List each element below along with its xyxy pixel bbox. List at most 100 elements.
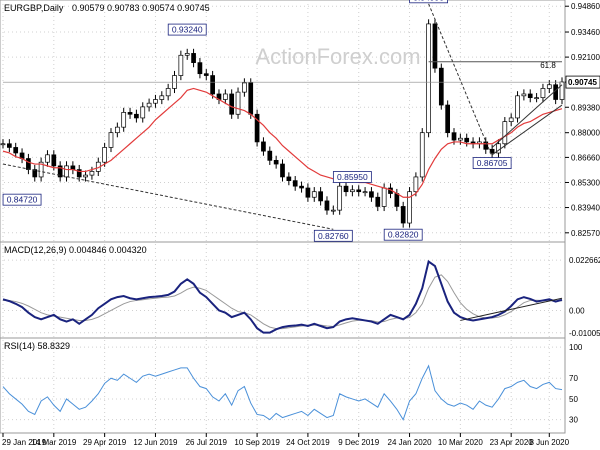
candle-body [121,112,127,128]
price-annotation: 0.82760 [313,229,353,242]
candle-body [102,147,107,163]
candle-body [515,95,520,119]
date-tick-label: 26 Jul 2019 [186,438,228,447]
candle-body [426,23,431,134]
candle-body [191,53,196,63]
macd-layer [2,259,563,334]
candle-body [197,62,203,75]
candle-body [292,180,298,187]
candle-body [546,84,552,89]
candle-body [83,174,88,178]
candle-body [489,148,495,154]
candle-body [375,196,381,207]
candle-body [134,113,139,119]
candle-body [534,97,539,100]
candle-body [330,209,336,212]
price-tick-label: 0.88000 [571,129,600,138]
annotation-label: 0.84720 [7,195,38,205]
price-tick-label: 0.92100 [571,53,600,62]
price-layer: 0.84720 0.93240 0.85950 0.82760 0.82820 0.949… [0,0,565,242]
candle-body [318,191,323,202]
candle-body [76,169,82,178]
candle-body [483,141,489,150]
price-panel-title: EURGBP,Daily [4,3,64,13]
price-annotation: 0.82820 [383,228,423,241]
ohlc-header: 0.90579 0.90783 0.90574 0.90745 [72,3,210,13]
candle-body [89,171,95,176]
last-price-label: 0.90745 [568,78,597,87]
date-tick-label: 9 Dec 2019 [338,438,379,447]
candle-body [324,200,330,211]
candle-body [108,132,114,148]
rsi-panel-frame [0,337,566,434]
candle-body [362,191,368,194]
candle-body [419,132,425,178]
candle-body [280,163,285,178]
fib-618-label: 61.8 [540,61,556,70]
rsi-tick-label: 100 [569,343,583,352]
candle-body [140,106,146,119]
candle-body [267,150,273,161]
candle-body [369,191,374,198]
candle-body [438,67,444,106]
date-tick-label: 14 Mar 2019 [31,438,76,447]
last-price-box [565,75,600,89]
candle-body [445,104,451,134]
candle-body [508,117,514,122]
candle-body [286,176,292,181]
rsi-tick-label: 50 [569,395,578,404]
annotation-box [383,228,423,241]
candle-body [273,160,279,165]
candle-body [13,147,19,154]
annotation-box [409,0,449,4]
candle-body [64,165,69,178]
rsi-line [2,364,563,421]
candle-body [356,189,362,193]
annotation-label: 0.94990 [413,0,444,2]
rsi-layer [2,364,563,421]
candle-body [38,161,44,178]
candle-body [127,112,133,115]
candle-body [521,93,527,97]
candle-body [210,75,215,95]
watermark: ActionForex.com [255,44,420,69]
rsi-panel-title: RSI(14) 58.8329 [4,341,70,351]
candle-body [184,53,190,56]
price-tick-label: 0.83940 [571,204,600,213]
candle-body [114,126,120,134]
annotation-box [167,23,207,36]
macd-line [2,259,563,334]
candle-body [229,93,235,115]
candle-body [432,23,438,69]
candle-body [540,88,546,99]
candle-body [381,187,387,207]
price-annotation: 0.93240 [167,23,207,36]
candle-body [159,95,165,100]
date-tick-label: 10 Mar 2020 [438,438,483,447]
candle-body [502,121,508,145]
candle-body [0,143,6,146]
price-annotation: 0.85950 [332,171,372,183]
annotation-label: 0.85950 [337,172,368,182]
date-tick-label: 24 Oct 2019 [286,438,330,447]
price-tick-label: 0.93460 [571,28,600,37]
candle-body [203,73,209,76]
candle-body [343,185,349,193]
candle-body [165,88,171,97]
candle-body [394,193,400,207]
candle-body [7,143,12,148]
rsi-tick-label: 30 [569,416,578,425]
candle-body [146,102,152,108]
annotation-box [332,171,372,183]
price-tick-label: 0.86660 [571,153,600,162]
down-trendline [428,3,493,157]
macd-panel-title: MACD(12,26,9) 0.004846 0.004320 [4,245,147,255]
date-tick-label: 29 Apr 2019 [83,438,127,447]
macd-tick-label: 0.00 [569,306,585,315]
candle-body [458,137,463,141]
candle-body [407,191,412,224]
price-tick-label: 0.89380 [571,103,600,112]
candle-body [242,82,247,93]
